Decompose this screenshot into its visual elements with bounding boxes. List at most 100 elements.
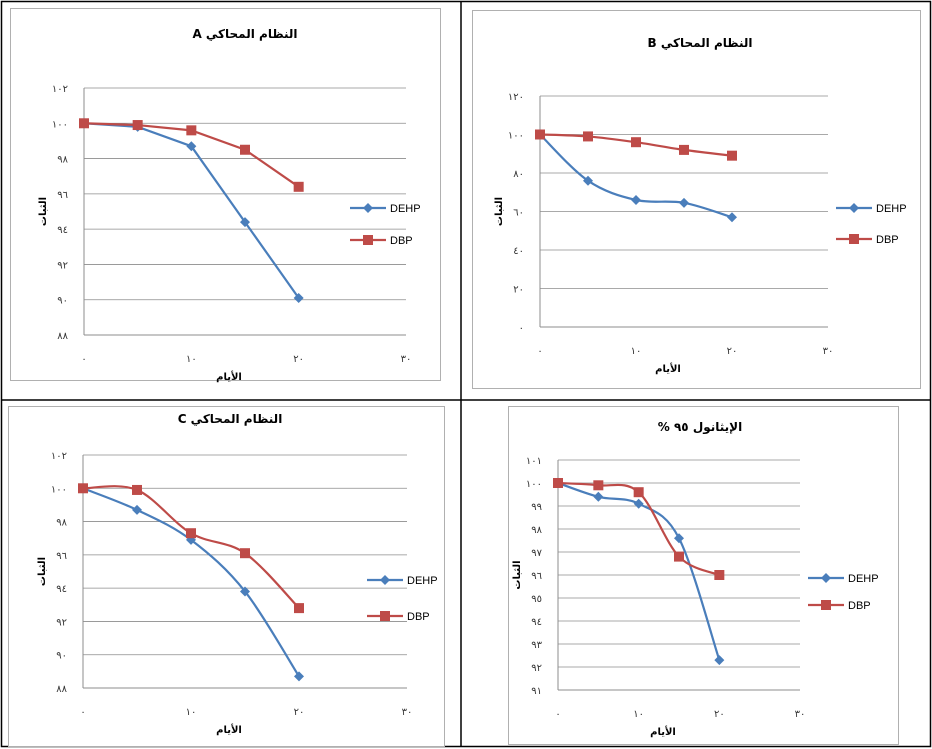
x-tick-label: ١٠ [631, 346, 642, 357]
chart-frame [508, 406, 899, 745]
legend-marker [821, 600, 831, 610]
y-tick-label: ١٠٠ [52, 119, 68, 130]
data-point-dehp [132, 504, 142, 515]
data-point-dehp [583, 175, 593, 186]
data-point-dbp [553, 478, 563, 488]
y-axis-label: الثبات [37, 557, 48, 586]
data-point-dehp [240, 217, 250, 228]
legend-label-dbp: DBP [876, 234, 899, 246]
y-axis-label: الثبات [512, 560, 523, 589]
y-tick-label: ٩٨ [56, 518, 67, 529]
x-tick-label: ٠ [81, 354, 86, 365]
data-point-dehp [293, 292, 304, 303]
legend-marker [380, 611, 390, 621]
chart-title: الإيثانول ٩٥ % [658, 420, 742, 435]
y-tick-label: ١٢٠ [508, 92, 524, 103]
y-tick-label: ٩٩ [531, 502, 542, 513]
legend-label-dehp: DEHP [407, 575, 438, 587]
data-point-dbp [293, 181, 304, 192]
chart-title: النظام المحاكي C [178, 412, 283, 427]
y-tick-label: ٢٠ [513, 285, 524, 296]
data-point-dbp [674, 551, 684, 562]
x-tick-label: ١٠ [186, 707, 197, 718]
y-tick-label: ٩٨ [57, 155, 68, 166]
data-point-dbp [583, 131, 593, 142]
data-point-dbp [631, 137, 641, 148]
y-tick-label: ٩٧ [531, 548, 542, 559]
x-axis-label: الأيام [216, 370, 242, 383]
data-point-dehp [727, 212, 737, 223]
y-tick-label: ٤٠ [513, 246, 524, 257]
x-tick-label: ٠ [80, 707, 85, 718]
y-tick-label: ٩٥ [531, 594, 542, 605]
data-point-dbp [186, 125, 197, 136]
legend-label-dbp: DBP [407, 611, 430, 623]
legend-marker [363, 203, 373, 213]
data-point-dbp [132, 120, 143, 131]
legend-marker [363, 235, 373, 245]
data-point-dbp [79, 118, 89, 129]
data-point-dehp [679, 197, 689, 208]
x-tick-label: ٣٠ [823, 346, 834, 357]
y-tick-label: ١٠١ [526, 456, 542, 467]
y-tick-label: ١٠٠ [508, 131, 524, 142]
y-tick-label: ٩٦ [57, 190, 68, 201]
y-tick-label: ٨٨ [56, 684, 67, 695]
y-tick-label: ٨٠ [513, 169, 524, 180]
y-tick-label: ٩٠ [57, 296, 68, 307]
x-tick-label: ٣٠ [402, 707, 413, 718]
y-tick-label: ٩١ [531, 686, 542, 697]
chart-title: النظام المحاكي B [648, 36, 753, 51]
x-tick-label: ٢٠ [294, 707, 305, 718]
y-tick-label: ٩٦ [56, 551, 67, 562]
chart-frame [472, 10, 921, 389]
data-point-dehp [631, 194, 641, 205]
series-line-dehp [82, 487, 300, 677]
y-tick-label: ٨٨ [57, 331, 68, 342]
legend-label-dehp: DEHP [876, 203, 907, 215]
x-tick-label: ٠ [537, 346, 542, 357]
data-point-dehp [240, 586, 250, 597]
x-tick-label: ٣٠ [795, 709, 806, 720]
y-tick-label: ٩٨ [531, 525, 542, 536]
x-tick-label: ١٠ [186, 354, 197, 365]
x-tick-label: ٢٠ [714, 709, 725, 720]
x-axis-label: الأيام [216, 723, 242, 736]
legend-label-dbp: DBP [848, 600, 871, 612]
x-tick-label: ٢٠ [293, 354, 304, 365]
x-tick-label: ٢٠ [727, 346, 738, 357]
data-point-dehp [593, 491, 604, 502]
data-point-dbp [633, 487, 644, 498]
legend-marker [849, 234, 859, 244]
data-point-dbp [727, 150, 737, 161]
data-point-dbp [294, 603, 304, 614]
data-point-dehp [294, 671, 304, 682]
y-tick-label: ٩٦ [531, 571, 542, 582]
x-tick-label: ١٠ [633, 709, 644, 720]
y-tick-label: ١٠٠ [526, 479, 542, 490]
legend-marker [849, 203, 859, 213]
y-tick-label: ٩٣ [531, 640, 542, 651]
y-tick-label: ٩٤ [531, 617, 542, 628]
x-axis-label: الأيام [655, 362, 681, 375]
y-tick-label: ٩٠ [56, 651, 67, 662]
legend-label-dbp: DBP [390, 235, 413, 247]
data-point-dehp [714, 655, 725, 666]
chart-title: النظام المحاكي A [192, 27, 297, 42]
y-axis-label: الثبات [38, 197, 49, 226]
data-point-dbp [679, 144, 689, 155]
data-point-dbp [240, 144, 250, 155]
legend-marker [380, 575, 390, 585]
data-point-dbp [186, 528, 196, 539]
y-tick-label: ٦٠ [513, 208, 524, 219]
data-point-dehp [186, 141, 197, 152]
y-axis-label: الثبات [494, 197, 505, 226]
x-tick-label: ٣٠ [401, 354, 412, 365]
y-tick-label: ١٠٠ [51, 484, 67, 495]
data-point-dehp [633, 498, 644, 509]
